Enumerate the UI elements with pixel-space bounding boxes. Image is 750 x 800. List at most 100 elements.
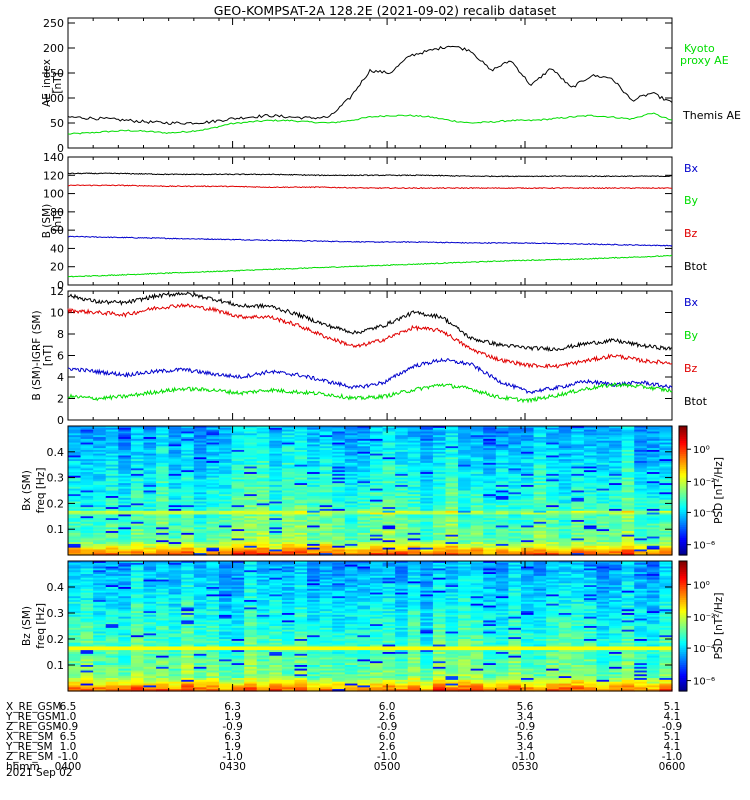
spectrogram-cell [80, 594, 94, 597]
spectrogram-cell [80, 426, 94, 429]
spectrogram-cell [281, 605, 296, 609]
spectrogram-cell [206, 653, 220, 657]
spectrogram-cell [483, 426, 497, 429]
spectrogram-cell [168, 581, 182, 584]
spectrogram-cell [130, 581, 145, 584]
spectrogram-cell [357, 516, 371, 519]
spectrogram-cell [508, 473, 522, 477]
spectrogram-cell [596, 494, 610, 497]
spectrogram-cell [659, 510, 673, 514]
spectrogram-cell [281, 426, 296, 429]
spectrogram-cell [105, 678, 119, 681]
spectrogram-cell [231, 601, 245, 605]
spectrogram-cell [256, 564, 270, 568]
spectrogram-cell [420, 455, 434, 458]
spectrogram-cell [395, 437, 409, 440]
spectrogram-cell [621, 505, 635, 508]
spectrogram-cell [256, 568, 270, 571]
spectrogram-cell [219, 462, 233, 466]
spectrogram-cell [445, 496, 459, 499]
spectrogram-cell [294, 497, 308, 501]
spectrogram-cell [193, 562, 208, 566]
spectrogram-cell [495, 446, 510, 449]
spectrogram-cell [181, 674, 195, 677]
spectrogram-cell [533, 470, 547, 473]
spectrogram-cell [143, 676, 157, 679]
spectrogram-cell [143, 618, 157, 622]
spectrogram-cell [646, 461, 661, 464]
spectrogram-cell [319, 494, 333, 497]
spectrogram-cell [105, 588, 119, 592]
spectrogram-cell [143, 490, 157, 493]
spectrogram-cell [307, 457, 321, 460]
spectrogram-cell [609, 473, 623, 477]
spectrogram-cell [269, 507, 283, 510]
spectrogram-cell [168, 609, 182, 612]
spectrogram-cell [219, 483, 233, 486]
spectrogram-cell [68, 616, 82, 620]
spectrogram-cell [80, 640, 94, 644]
spectrogram-cell [395, 488, 409, 492]
spectrogram-cell [395, 427, 409, 431]
spectrogram-cell [646, 516, 661, 519]
spectrogram-cell [357, 514, 371, 517]
spectrogram-cell [256, 437, 270, 440]
spectrogram-cell [269, 685, 283, 688]
spectrogram-cell [281, 616, 296, 620]
spectrogram-cell [231, 466, 245, 469]
spectrogram-cell [206, 574, 220, 577]
spectrogram-cell [143, 536, 157, 540]
spectrogram-cell [118, 687, 132, 690]
spectrogram-cell [583, 497, 598, 501]
spectrogram-cell [395, 525, 409, 528]
spectrogram-cell [458, 455, 472, 458]
spectrogram-cell [193, 501, 208, 504]
spectrogram-cell [193, 579, 208, 583]
spectrogram-cell [596, 538, 610, 541]
spectrogram-cell [168, 622, 182, 625]
spectrogram-cell [395, 461, 409, 464]
spectrogram-cell [68, 605, 82, 609]
spectrogram-cell [156, 440, 170, 444]
spectrogram-cell [558, 553, 572, 556]
spectrogram-cell [269, 444, 283, 447]
spectrogram-cell [495, 531, 510, 534]
spectrogram-cell [344, 446, 359, 449]
spectrogram-cell [370, 444, 384, 447]
spectrogram-cell [281, 618, 296, 622]
spectrogram-cell [281, 442, 296, 446]
spectrogram-cell [244, 455, 258, 458]
spectrogram-cell [206, 642, 220, 646]
spectrogram-cell [256, 592, 270, 596]
spectrogram-cell [508, 475, 522, 479]
spectrogram-cell [294, 512, 308, 516]
spectrogram-cell [219, 490, 233, 493]
spectrogram-cell [307, 466, 321, 469]
spectrogram-cell [634, 459, 648, 462]
spectrogram-cell [432, 473, 447, 477]
spectrogram-cell [344, 538, 359, 541]
spectrogram-cell [206, 674, 220, 677]
spectrogram-cell [256, 543, 270, 547]
spectrogram-cell [596, 484, 610, 488]
spectrogram-cell [93, 635, 107, 638]
spectrogram-cell [495, 473, 510, 477]
spectrogram-cell [432, 510, 447, 514]
spectrogram-cell [219, 642, 233, 646]
spectrogram-cell [193, 545, 208, 549]
spectrogram-cell [596, 438, 610, 442]
spectrogram-cell [130, 652, 145, 655]
spectrogram-cell [193, 521, 208, 525]
spectrogram-cell [407, 508, 421, 512]
spectrogram-cell [206, 648, 220, 651]
spectrogram-cell [420, 534, 434, 538]
spectrogram-cell [156, 462, 170, 466]
spectrogram-cell [80, 446, 94, 449]
spectrogram-cell [508, 553, 522, 556]
spectrogram-cell [420, 545, 434, 549]
spectrogram-cell [93, 549, 107, 552]
spectrogram-cell [483, 490, 497, 493]
spectrogram-cell [181, 444, 195, 447]
spectrogram-cell [68, 536, 82, 540]
spectrogram-cell [432, 479, 447, 482]
